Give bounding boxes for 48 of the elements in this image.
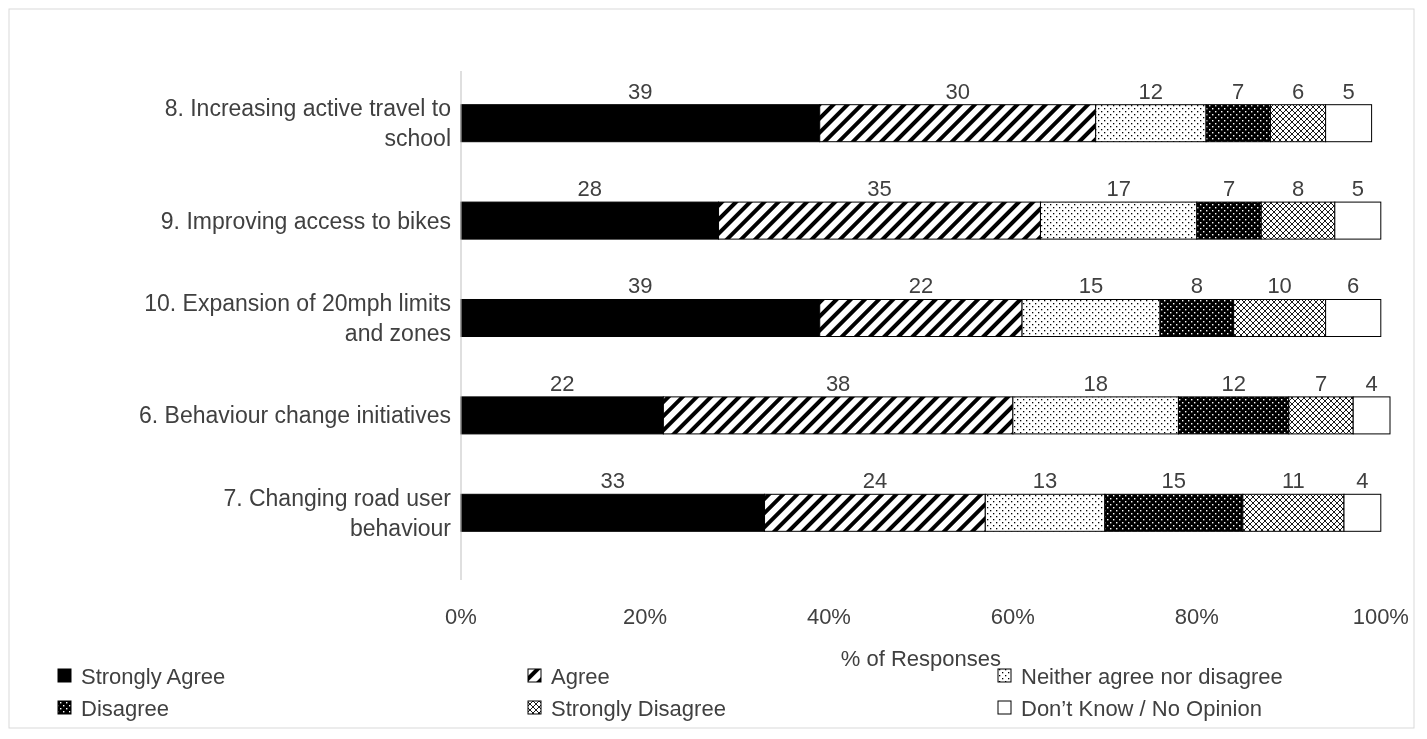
- data-label: 12: [1221, 370, 1246, 396]
- data-label: 18: [1083, 370, 1108, 396]
- legend-label: Neither agree nor disagree: [1021, 664, 1283, 689]
- legend-label: Agree: [551, 664, 610, 689]
- data-label: 8: [1190, 273, 1203, 299]
- data-label: 28: [577, 176, 603, 202]
- y-tick-label: 8. Increasing active travel to school: [164, 95, 451, 152]
- y-tick-label: 10. Expansion of 20mph limits and zones: [144, 290, 451, 346]
- legend-label: Disagree: [81, 696, 170, 721]
- data-label: 39: [628, 273, 653, 299]
- data-label: 10: [1267, 273, 1292, 299]
- data-label: 7: [1232, 78, 1245, 104]
- data-label: 12: [1138, 78, 1164, 104]
- data-label: 15: [1078, 273, 1104, 299]
- y-tick-label: 7. Changing road user behaviour: [223, 484, 452, 541]
- x-axis-title: % of Responses: [840, 646, 1001, 671]
- y-tick-label: 9. Improving access to bikes: [160, 207, 451, 234]
- data-label: 30: [945, 78, 970, 104]
- data-label: 39: [628, 78, 653, 104]
- legend-label: Don’t Know / No Opinion: [1021, 696, 1262, 721]
- data-label: 7: [1222, 176, 1236, 202]
- data-label: 33: [600, 468, 626, 494]
- y-tick-label: 6. Behaviour change initiatives: [139, 402, 451, 429]
- x-tick-label: 20%: [622, 604, 667, 629]
- x-tick-label: 60%: [990, 604, 1035, 629]
- x-tick-label: 80%: [1174, 604, 1219, 629]
- x-tick-label: 0%: [445, 604, 477, 629]
- x-tick-label: 40%: [806, 604, 851, 629]
- data-label: 13: [1032, 468, 1058, 494]
- data-label: 15: [1161, 468, 1187, 494]
- data-label: 6: [1291, 78, 1305, 104]
- data-label: 6: [1347, 273, 1360, 299]
- data-label: 5: [1351, 176, 1364, 202]
- data-label: 38: [825, 370, 851, 396]
- data-label: 35: [867, 176, 892, 202]
- data-label: 8: [1291, 176, 1305, 202]
- x-tick-label: 100%: [1352, 604, 1409, 629]
- data-label: 5: [1342, 78, 1355, 104]
- data-label: 11: [1282, 468, 1305, 494]
- data-label: 4: [1356, 468, 1369, 494]
- legend-label: Strongly Agree: [81, 664, 226, 689]
- data-label: 24: [862, 468, 888, 494]
- data-label: 22: [908, 273, 934, 299]
- data-label: 17: [1106, 176, 1131, 202]
- data-label: 22: [549, 370, 575, 396]
- legend-label: Strongly Disagree: [551, 696, 726, 721]
- data-label: 7: [1314, 370, 1328, 396]
- data-label: 4: [1365, 370, 1378, 396]
